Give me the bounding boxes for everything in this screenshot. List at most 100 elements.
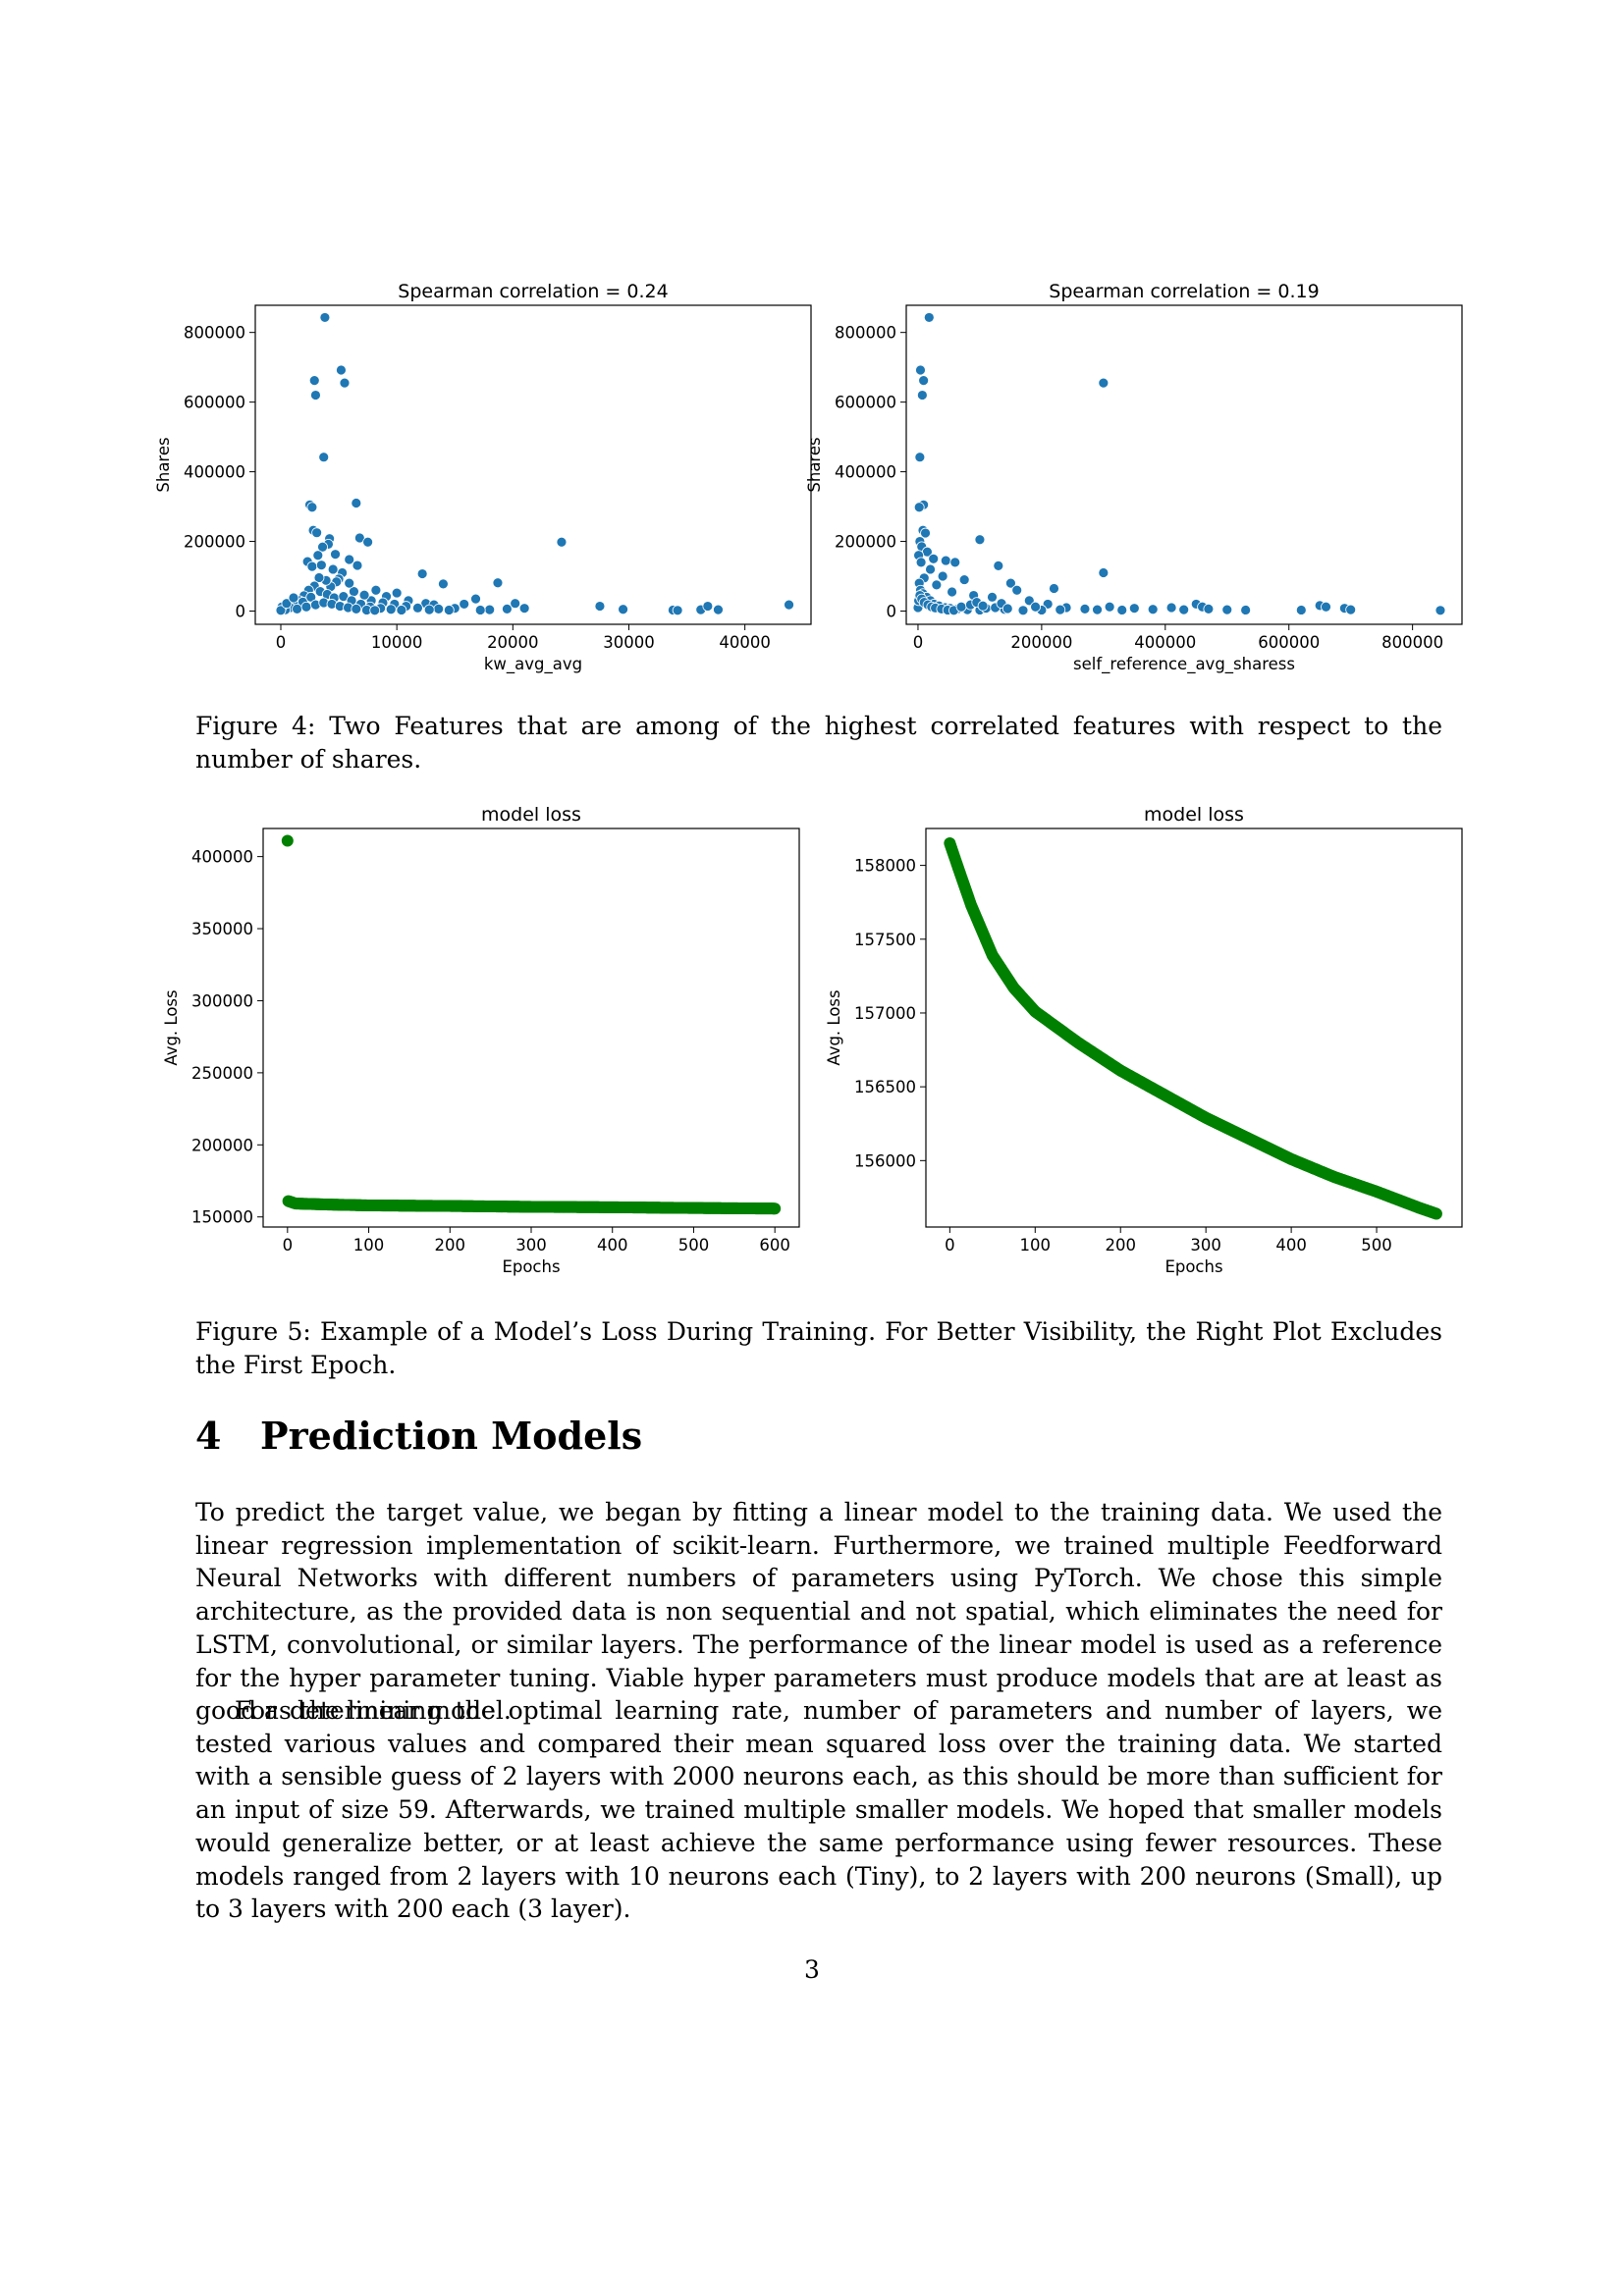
x-tick-label: 0	[945, 1236, 955, 1255]
data-point	[352, 560, 363, 571]
x-tick-label: 800000	[1381, 633, 1443, 652]
data-point	[474, 605, 486, 615]
data-point	[769, 1202, 782, 1215]
data-point	[784, 599, 794, 611]
y-tick-label: 400000	[191, 848, 253, 867]
data-point	[918, 375, 930, 387]
data-point	[1345, 604, 1357, 615]
data-point	[292, 603, 302, 614]
data-point	[311, 527, 323, 539]
data-point	[1055, 604, 1066, 615]
data-point	[502, 603, 513, 614]
x-axis-label: self_reference_avg_sharess	[1073, 655, 1295, 674]
y-axis-label: Avg. Loss	[825, 989, 843, 1065]
data-point	[385, 604, 397, 615]
x-tick-label: 200	[435, 1236, 466, 1255]
data-point	[958, 574, 970, 585]
page-number: 3	[804, 1955, 820, 1984]
chart-title: Spearman correlation = 0.19	[1049, 281, 1319, 302]
data-point	[1092, 604, 1103, 615]
data-point	[313, 572, 325, 583]
y-tick-label: 158000	[854, 857, 916, 876]
paragraph-1: To predict the target value, we began by…	[195, 1498, 1442, 1726]
data-point	[369, 605, 381, 616]
data-point	[312, 550, 324, 561]
chart-title: model loss	[481, 804, 581, 826]
data-point	[510, 598, 521, 610]
data-point	[310, 390, 321, 400]
plot-frame	[262, 828, 800, 1228]
data-point	[987, 591, 998, 603]
data-point	[300, 601, 312, 613]
data-point	[1295, 605, 1307, 615]
x-tick-label: 40000	[719, 633, 771, 652]
data-point	[423, 604, 435, 615]
y-tick-label: 200000	[835, 533, 896, 552]
y-axis-label: Shares	[805, 437, 824, 492]
section-title: Prediction Models	[260, 1414, 643, 1458]
data-point	[484, 604, 496, 615]
y-tick-label: 0	[887, 603, 897, 621]
data-point	[937, 570, 948, 582]
y-tick-label: 600000	[184, 394, 245, 412]
y-tick-label: 300000	[191, 991, 253, 1010]
section-heading: 4 Prediction Models	[195, 1414, 642, 1458]
data-point	[556, 536, 568, 548]
x-tick-label: 400	[1275, 1236, 1307, 1255]
chart-title: model loss	[1144, 804, 1244, 826]
data-point	[1098, 567, 1110, 578]
data-point	[443, 605, 455, 615]
x-tick-label: 600000	[1258, 633, 1320, 652]
y-tick-label: 156500	[854, 1078, 916, 1096]
figure-5-caption: Figure 5: Example of a Model’s Loss Duri…	[195, 1317, 1442, 1379]
x-tick-label: 600	[759, 1236, 790, 1255]
data-point	[396, 605, 407, 615]
data-point	[916, 390, 928, 400]
data-point	[306, 561, 318, 572]
data-point	[308, 375, 320, 387]
data-point	[319, 312, 331, 323]
data-point	[974, 534, 986, 546]
data-point	[1104, 601, 1115, 613]
data-point	[336, 364, 347, 376]
data-point	[1321, 601, 1331, 613]
data-point	[1165, 602, 1177, 614]
data-point	[1203, 603, 1215, 614]
data-point	[306, 502, 318, 513]
x-tick-label: 0	[283, 1236, 294, 1255]
data-points	[275, 312, 794, 616]
data-point	[351, 498, 362, 508]
x-tick-label: 20000	[487, 633, 539, 652]
y-axis-label: Avg. Loss	[162, 989, 181, 1065]
y-axis-label: Shares	[154, 437, 173, 492]
x-tick-label: 400	[597, 1236, 628, 1255]
chart-model-loss-excluding-first-epoch: model loss 0 100 200 300 400 500 156000 156500 15…	[825, 804, 1463, 1276]
chart-model-loss-full: model loss 0 100 200 300 400 500 600 150000 20000…	[162, 804, 800, 1276]
data-point	[1116, 605, 1128, 615]
data-point	[459, 599, 470, 610]
data-point	[931, 579, 943, 591]
plot-frame	[254, 304, 812, 625]
data-point	[288, 592, 299, 604]
data-point	[928, 553, 940, 564]
data-points	[912, 312, 1446, 616]
data-point	[1017, 605, 1029, 616]
data-point	[1001, 603, 1013, 614]
data-point	[1221, 604, 1233, 615]
data-point	[358, 589, 370, 601]
data-point	[317, 541, 328, 553]
data-point	[940, 555, 951, 566]
data-point	[915, 364, 926, 376]
data-points	[944, 837, 1442, 1220]
data-point	[977, 600, 989, 612]
figure-4-caption: Figure 4: Two Features that are among of…	[195, 712, 1442, 774]
y-tick-label: 250000	[191, 1064, 253, 1083]
data-point	[330, 549, 341, 561]
plot-frame	[925, 828, 1463, 1228]
data-point	[993, 560, 1004, 571]
data-point	[412, 602, 423, 614]
y-tick-label: 800000	[835, 324, 896, 343]
data-points	[281, 834, 782, 1215]
y-tick-label: 0	[236, 603, 246, 621]
